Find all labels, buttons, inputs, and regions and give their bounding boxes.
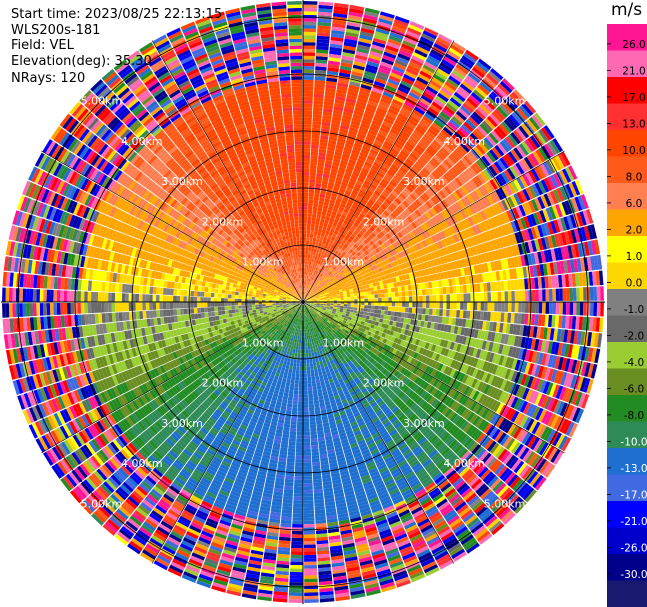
instrument-label: WLS200s-181 — [11, 23, 101, 38]
ring-label-4-2: 4.00km — [443, 135, 485, 148]
colorbar-bin-11 — [607, 289, 647, 316]
colorbar-tick-label-12: -2.0 — [624, 330, 645, 342]
axis-line-6 — [41, 150, 565, 454]
colorbar-bin-17 — [607, 448, 647, 475]
colorbar-tick-label-14: -6.0 — [624, 383, 645, 395]
colorbar-bin-19 — [607, 501, 647, 528]
colorbar: 26.0 21.0 17.0 13.0 10.0 8.0 6.0 2.0 1.0 0.0 -1.0 -… — [607, 24, 647, 607]
ring-label-1-1: 1.00km — [242, 256, 284, 269]
colorbar-tick-label-5: 10.0 — [622, 145, 645, 157]
colorbar-bin-10 — [607, 262, 647, 290]
ring-label-2-3: 2.00km — [202, 377, 244, 390]
colorbar-bin-7 — [607, 183, 647, 210]
colorbar-bin-2 — [607, 50, 647, 78]
ring-label-4-4: 4.00km — [443, 457, 485, 470]
colorbar-tick-label-7: 6.0 — [626, 198, 643, 210]
colorbar-bin-16 — [607, 421, 647, 449]
colorbar-bin-8 — [607, 209, 647, 237]
ring-label-2-4: 2.00km — [363, 377, 405, 390]
ring-label-1-3: 1.00km — [242, 336, 284, 349]
ring-label-2-2: 2.00km — [363, 215, 405, 228]
colorbar-bin-4 — [607, 103, 647, 131]
elevation-label: Elevation(deg): 35.30 — [11, 54, 152, 69]
colorbar-tick-label-9: 1.0 — [626, 251, 643, 263]
colorbar-tick-label-15: -8.0 — [624, 410, 645, 422]
colorbar-tick-label-1: 26.0 — [622, 39, 645, 51]
ring-label-5-2: 5.00km — [484, 94, 526, 107]
start-time-label: Start time: 2023/08/25 22:13:15 — [11, 7, 223, 22]
colorbar-bin-15 — [607, 395, 647, 422]
colorbar-bin-20 — [607, 527, 647, 555]
ring-label-5-3: 5.00km — [81, 498, 123, 511]
colorbar-bin-5 — [607, 130, 647, 157]
colorbar-tick-label-8: 2.0 — [626, 224, 643, 236]
crosshair-axes — [0, 0, 606, 605]
colorbar-tick-label-4: 13.0 — [622, 118, 645, 130]
colorbar-tick-label-18: -17.0 — [620, 489, 647, 501]
colorbar-tick-label-19: -21.0 — [620, 516, 647, 528]
colorbar-tick-label-3: 17.0 — [622, 92, 645, 104]
colorbar-bin-6 — [607, 156, 647, 184]
nrays-label: NRays: 120 — [11, 71, 86, 86]
colorbar-tick-label-13: -4.0 — [624, 357, 645, 369]
ring-label-3-4: 3.00km — [403, 417, 445, 430]
colorbar-bin-1 — [607, 24, 647, 51]
colorbar-tick-label-17: -13.0 — [620, 463, 647, 475]
colorbar-bin-13 — [607, 342, 647, 369]
colorbar-bin-22 — [607, 580, 647, 607]
colorbar-bin-3 — [607, 77, 647, 104]
colorbar-tick-label-21: -30.0 — [620, 569, 647, 581]
ring-label-1-4: 1.00km — [323, 336, 365, 349]
velocity-gates — [2, 1, 604, 603]
colorbar-tick-label-10: 0.0 — [626, 277, 643, 289]
colorbar-bin-14 — [607, 368, 647, 396]
ring-label-3-3: 3.00km — [161, 417, 203, 430]
colorbar-tick-label-16: -10.0 — [620, 436, 647, 448]
ring-label-5-4: 5.00km — [484, 498, 526, 511]
colorbar-tick-label-11: -1.0 — [624, 304, 645, 316]
field-label: Field: VEL — [11, 38, 74, 53]
colorbar-bin-9 — [607, 236, 647, 263]
ring-label-1-2: 1.00km — [323, 256, 365, 269]
colorbar-tick-label-6: 8.0 — [626, 171, 643, 183]
colorbar-tick-label-20: -26.0 — [620, 542, 647, 554]
range-ring-labels: 1.00km 1.00km 1.00km 1.00km 2.00km 2.00km 2.00… — [81, 94, 526, 510]
ring-label-3-1: 3.00km — [161, 175, 203, 188]
colorbar-title: m/s — [611, 0, 643, 20]
colorbar-bin-12 — [607, 315, 647, 343]
ring-label-4-1: 4.00km — [121, 135, 163, 148]
colorbar-bin-21 — [607, 554, 647, 581]
ring-label-2-1: 2.00km — [202, 215, 244, 228]
colorbar-bin-18 — [607, 474, 647, 502]
colorbar-tick-label-2: 21.0 — [622, 65, 645, 77]
ring-label-4-3: 4.00km — [121, 457, 163, 470]
ring-label-3-2: 3.00km — [403, 175, 445, 188]
ring-label-5-1: 5.00km — [81, 94, 123, 107]
